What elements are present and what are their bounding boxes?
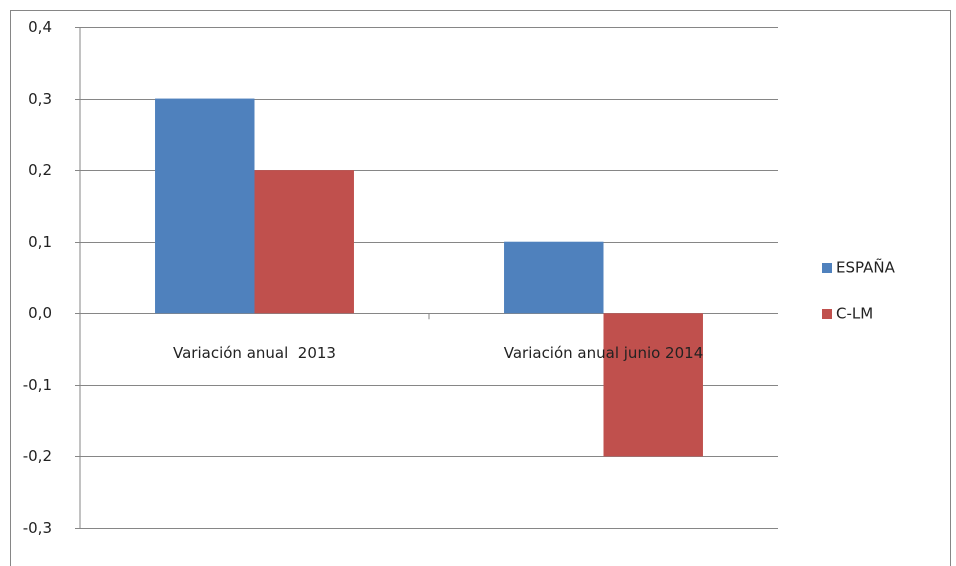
- y-tick-label: -0,1: [23, 376, 52, 394]
- bar: [603, 313, 703, 457]
- x-tick-label: Variación anual junio 2014: [504, 344, 703, 362]
- y-tick-label: 0,0: [28, 304, 52, 322]
- legend-label: ESPAÑA: [836, 258, 896, 277]
- y-tick-label: 0,1: [28, 233, 52, 251]
- y-tick-label: -0,3: [23, 519, 52, 537]
- legend-swatch: [822, 263, 832, 273]
- y-tick-label: 0,4: [28, 18, 52, 36]
- y-tick-label: 0,3: [28, 90, 52, 108]
- bar: [155, 98, 255, 314]
- x-tick-label: Variación anual 2013: [173, 344, 336, 362]
- y-tick-label: -0,2: [23, 447, 52, 465]
- y-tick-label: 0,2: [28, 161, 52, 179]
- bar: [254, 170, 354, 314]
- legend-label: C-LM: [836, 305, 873, 323]
- chart-border: [10, 10, 951, 566]
- legend-swatch: [822, 309, 832, 319]
- bar: [504, 241, 604, 314]
